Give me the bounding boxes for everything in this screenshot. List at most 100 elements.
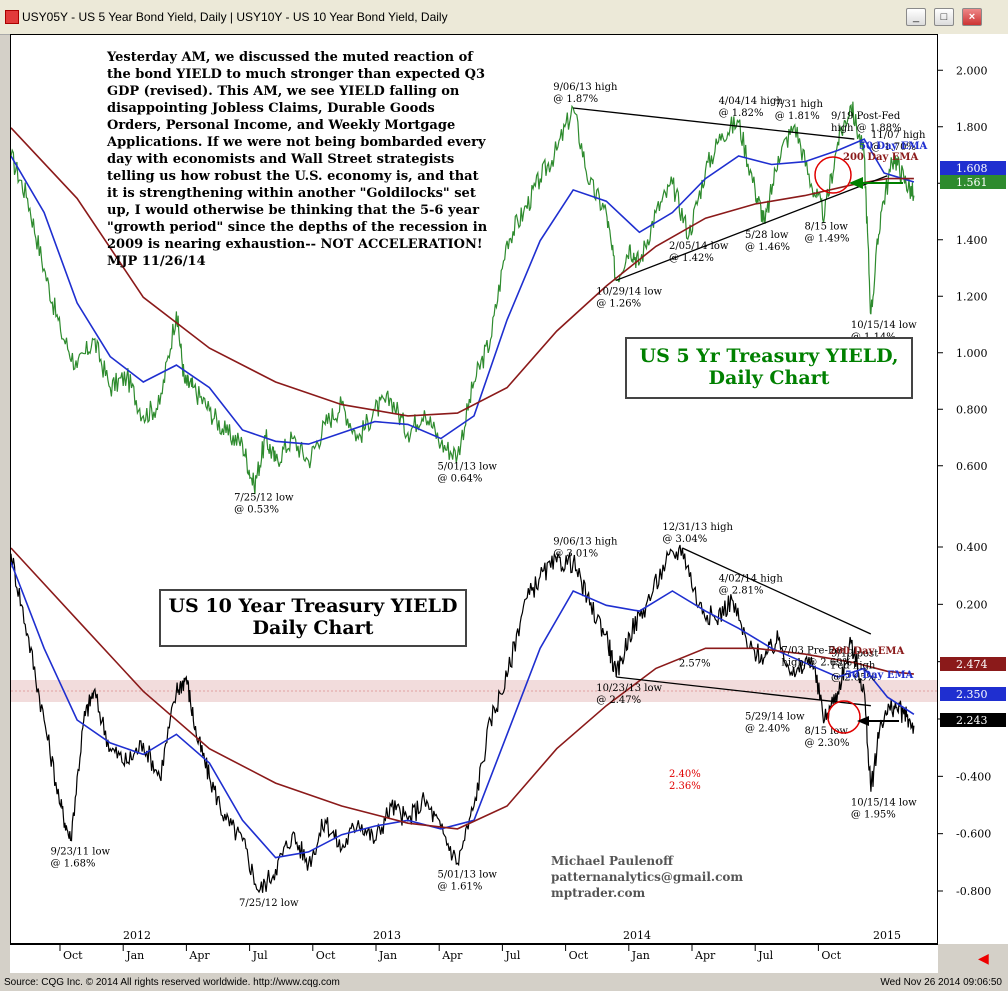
5yr-ema200-line — [11, 127, 914, 417]
5yr-annotation: @ 1.26% — [596, 298, 641, 309]
title-box-5yr: US 5 Yr Treasury YIELD, Daily Chart — [625, 337, 913, 399]
month-label: Jan — [125, 949, 144, 962]
signature-email: patternanalytics@gmail.com — [551, 870, 744, 884]
month-label: Oct — [63, 949, 83, 962]
last-value-10yr-price-box — [940, 713, 1006, 727]
window-title: USY05Y - US 5 Year Bond Yield, Daily | U… — [22, 10, 448, 24]
10yr-annotation: Fed high — [831, 661, 876, 672]
arrow-head-5yr — [849, 177, 863, 189]
10yr-price-line — [11, 544, 915, 894]
axis-tick-label: -0.800 — [956, 885, 991, 898]
commentary-text: Yesterday AM, we discussed the muted rea… — [107, 50, 488, 269]
last-value-10yr-ema200: 2.474 — [956, 658, 988, 671]
maximize-icon: □ — [940, 11, 948, 23]
5yr-annotation: 7/31 high — [775, 99, 824, 110]
10yr-annotation: high @ 2.69% — [781, 658, 852, 669]
5yr-ema50-line — [11, 138, 915, 445]
minimize-icon: _ — [912, 11, 920, 23]
month-label: Jul — [252, 949, 268, 962]
arrow-head-10yr — [857, 716, 869, 726]
minimize-button[interactable]: _ — [906, 8, 926, 26]
axis-tick-label: -0.600 — [956, 828, 991, 841]
title-10yr-line2: Daily Chart — [252, 617, 374, 639]
title-box-10yr: US 10 Year Treasury YIELD Daily Chart — [159, 589, 467, 647]
5yr-annotation: @ 0.53% — [234, 505, 279, 516]
10yr-trendline — [616, 676, 871, 707]
10yr-annotation: @ 2.40% — [745, 724, 790, 735]
year-label: 2014 — [623, 929, 651, 942]
month-label: Apr — [694, 949, 716, 962]
axis-tick-label: 0.400 — [956, 541, 988, 554]
app-icon — [5, 10, 19, 24]
5yr-trendline — [573, 107, 855, 140]
price-axis-svg: 2.0001.8001.6001.4001.2001.0000.8000.600… — [938, 64, 1006, 898]
last-value-10yr-ema50: 2.350 — [956, 688, 988, 701]
5yr-annotation: @ 1.70% — [871, 142, 916, 153]
10yr-annotation: 9/19 post- — [831, 649, 882, 660]
year-label: 2013 — [373, 929, 401, 942]
5yr-annotation: @ 0.64% — [437, 473, 482, 484]
title-5yr-line1: US 5 Yr Treasury YIELD, — [639, 345, 899, 367]
signature-name: Michael Paulenoff — [551, 854, 673, 868]
chart-plot-area[interactable]: 9/06/13 high @ 1.87% 4/04/14 high @ 1.82% 7/… — [10, 34, 938, 944]
5yr-annotation: 2/05/14 low — [669, 241, 729, 252]
time-axis-svg: Oct Jan Apr Jul Oct Jan Apr Jul Oct Jan Apr Jul Oct — [59, 945, 842, 962]
time-axis[interactable]: Oct Jan Apr Jul Oct Jan Apr Jul Oct Jan Apr Jul Oct — [10, 944, 938, 973]
title-10yr-line1: US 10 Year Treasury YIELD — [168, 595, 458, 617]
maximize-button[interactable]: □ — [934, 8, 954, 26]
month-label: Oct — [821, 949, 841, 962]
close-button[interactable]: × — [962, 8, 982, 26]
axis-tick-label: 1.000 — [956, 347, 988, 360]
10yr-annotation: @ 2.47% — [596, 695, 641, 706]
year-label: 2012 — [123, 929, 151, 942]
month-label: Oct — [569, 949, 589, 962]
axis-tick-label: 1.800 — [956, 121, 988, 134]
legend-10yr-ema200: 200 Day EMA — [829, 646, 905, 657]
5yr-annotation: 5/28 low — [745, 230, 789, 241]
circle-marker-10yr — [827, 700, 861, 734]
10yr-annotation: @ 1.95% — [851, 810, 896, 821]
5yr-annotation: 7/25/12 low — [234, 493, 294, 504]
month-label: Jan — [378, 949, 397, 962]
close-icon: × — [968, 11, 976, 23]
scroll-left-icon[interactable]: ◀ — [978, 950, 989, 966]
5yr-annotation: @ 1.49% — [805, 233, 850, 244]
last-value-10yr-price: 2.243 — [956, 714, 988, 727]
right-price-axis[interactable]: 2.0001.8001.6001.4001.2001.0000.8000.600… — [938, 34, 1008, 944]
last-value-5yr-ema50-box — [940, 161, 1006, 175]
month-label: Apr — [188, 949, 210, 962]
10yr-annotation: @ 3.01% — [553, 548, 598, 559]
10yr-annotation: 10/23/13 low — [596, 683, 662, 694]
5yr-annotation: 10/15/14 low — [851, 320, 917, 331]
5yr-annotation: 9/19 Post-Fed — [831, 111, 901, 122]
10yr-annotation: 2.36% — [669, 781, 701, 792]
axis-tick-label: 0.800 — [956, 403, 988, 416]
5yr-annotation: @ 1.82% — [719, 108, 764, 119]
circle-marker-5yr — [814, 156, 852, 194]
highlight-band — [11, 680, 937, 702]
month-label: Jul — [504, 949, 520, 962]
5yr-annotation: 9/06/13 high — [553, 82, 618, 93]
10yr-annotation: 12/31/13 high — [662, 522, 733, 533]
last-value-5yr-price-box — [940, 175, 1006, 189]
10yr-annotation: 2.57% — [679, 659, 711, 670]
month-label: Apr — [441, 949, 463, 962]
last-value-5yr-ema50: 1.608 — [956, 162, 988, 175]
5yr-annotation: high @ 1.88% — [831, 123, 902, 134]
10yr-annotation: 5/01/13 low — [437, 869, 497, 880]
10yr-annotation: 10/15/14 low — [851, 798, 917, 809]
5yr-annotation: 8/15 low — [805, 221, 849, 232]
status-source: Source: CQG Inc. © 2014 All rights reser… — [4, 977, 340, 988]
10yr-annotation: 4/02/14 high — [719, 574, 784, 585]
legend-10yr-ema50: 50 Day EMA — [845, 670, 914, 681]
5yr-annotation: 5/01/13 low — [437, 461, 497, 472]
axis-tick-label: -0.400 — [956, 770, 991, 783]
10yr-annotation: 7/03 Pre-Fed — [781, 646, 847, 657]
month-label: Oct — [316, 949, 336, 962]
axis-tick-label: 0.200 — [956, 598, 988, 611]
5yr-annotation: 10/29/14 low — [596, 286, 662, 297]
axis-tick-label: 1.400 — [956, 234, 988, 247]
month-label: Jan — [631, 949, 650, 962]
5yr-annotation: @ 1.42% — [669, 253, 714, 264]
5yr-annotation: @ 1.87% — [553, 94, 598, 105]
